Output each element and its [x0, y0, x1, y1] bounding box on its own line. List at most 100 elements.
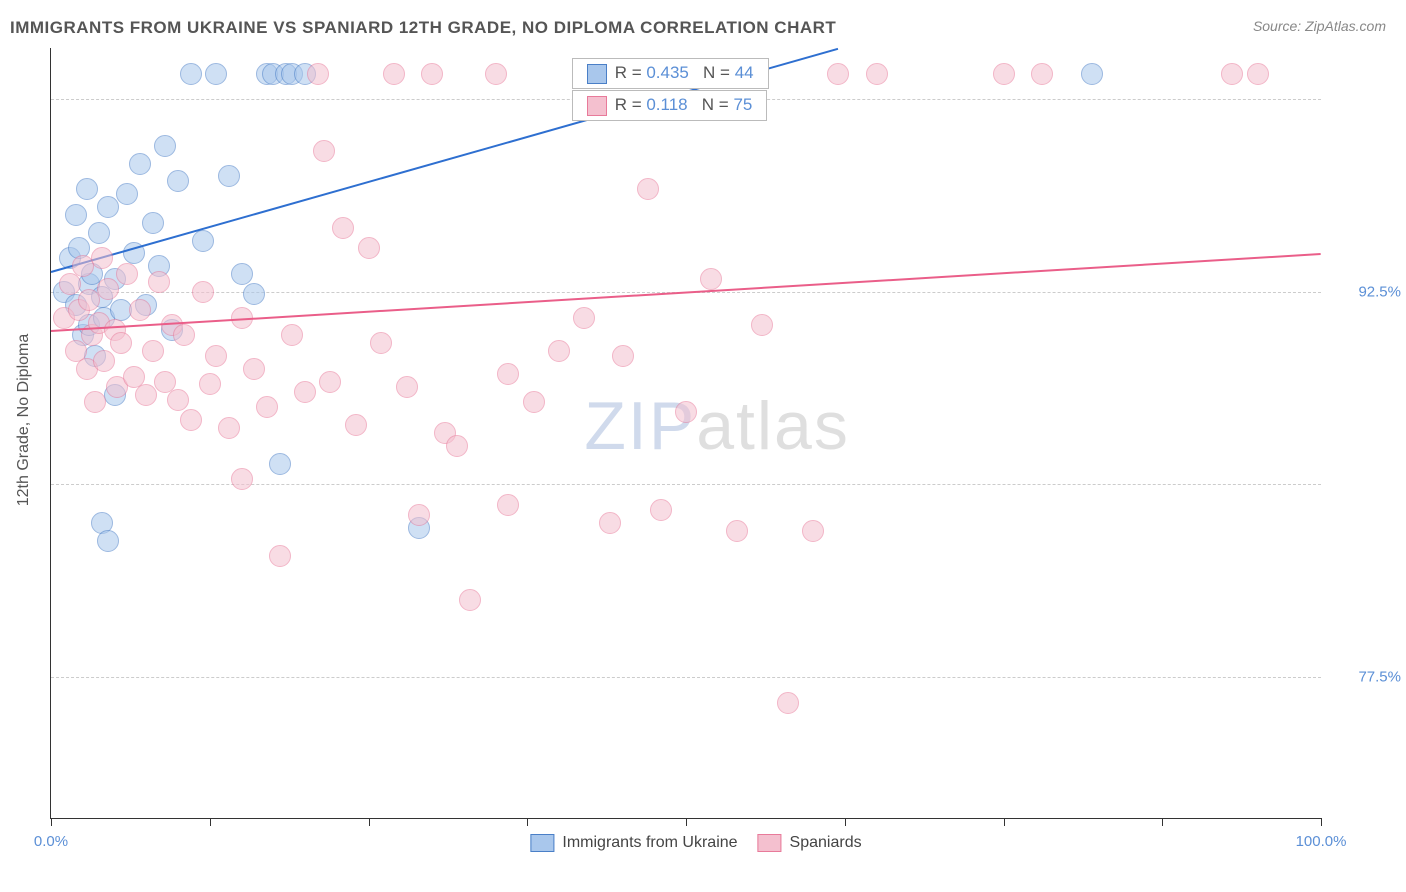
data-point — [97, 530, 119, 552]
data-point — [485, 63, 507, 85]
data-point — [91, 247, 113, 269]
x-tick-label: 100.0% — [1296, 833, 1347, 850]
x-tick-label: 0.0% — [34, 833, 68, 850]
data-point — [523, 391, 545, 413]
data-point — [370, 332, 392, 354]
data-point — [205, 345, 227, 367]
data-point — [142, 340, 164, 362]
gridline — [51, 677, 1321, 678]
data-point — [802, 520, 824, 542]
data-point — [866, 63, 888, 85]
data-point — [231, 263, 253, 285]
data-point — [180, 63, 202, 85]
data-point — [827, 63, 849, 85]
data-point — [65, 204, 87, 226]
data-point — [269, 453, 291, 475]
data-point — [59, 273, 81, 295]
data-point — [573, 307, 595, 329]
data-point — [726, 520, 748, 542]
data-point — [345, 414, 367, 436]
data-point — [269, 545, 291, 567]
data-point — [637, 178, 659, 200]
x-tick — [845, 818, 846, 826]
data-point — [205, 63, 227, 85]
data-point — [332, 217, 354, 239]
data-point — [93, 350, 115, 372]
stats-box: R = 0.435 N = 44 — [572, 58, 769, 89]
y-tick-label: 77.5% — [1331, 668, 1401, 685]
data-point — [294, 381, 316, 403]
x-tick — [369, 818, 370, 826]
data-point — [97, 196, 119, 218]
data-point — [650, 499, 672, 521]
x-tick — [1162, 818, 1163, 826]
data-point — [497, 494, 519, 516]
data-point — [993, 63, 1015, 85]
data-point — [148, 271, 170, 293]
data-point — [231, 468, 253, 490]
data-point — [281, 324, 303, 346]
data-point — [777, 692, 799, 714]
data-point — [256, 396, 278, 418]
x-tick — [210, 818, 211, 826]
stats-box: R = 0.118 N = 75 — [572, 90, 768, 121]
data-point — [307, 63, 329, 85]
data-point — [446, 435, 468, 457]
data-point — [110, 332, 132, 354]
data-point — [135, 384, 157, 406]
data-point — [700, 268, 722, 290]
plot-area: ZIPatlas Immigrants from UkraineSpaniard… — [50, 48, 1321, 819]
data-point — [154, 135, 176, 157]
legend-label: Spaniards — [790, 834, 862, 851]
x-tick — [51, 818, 52, 826]
data-point — [548, 340, 570, 362]
data-point — [116, 183, 138, 205]
data-point — [612, 345, 634, 367]
data-point — [97, 278, 119, 300]
legend-label: Immigrants from Ukraine — [562, 834, 737, 851]
data-point — [129, 299, 151, 321]
data-point — [1221, 63, 1243, 85]
data-point — [675, 401, 697, 423]
data-point — [421, 63, 443, 85]
data-point — [497, 363, 519, 385]
legend-swatch — [530, 834, 554, 852]
y-tick-label: 92.5% — [1331, 283, 1401, 300]
data-point — [76, 178, 98, 200]
data-point — [396, 376, 418, 398]
data-point — [180, 409, 202, 431]
data-point — [167, 170, 189, 192]
data-point — [243, 283, 265, 305]
y-axis-title: 12th Grade, No Diploma — [15, 334, 33, 507]
data-point — [358, 237, 380, 259]
data-point — [88, 222, 110, 244]
data-point — [1081, 63, 1103, 85]
data-point — [599, 512, 621, 534]
chart-title: IMMIGRANTS FROM UKRAINE VS SPANIARD 12TH… — [10, 18, 836, 38]
data-point — [142, 212, 164, 234]
source-label: Source: ZipAtlas.com — [1253, 18, 1386, 34]
x-tick — [527, 818, 528, 826]
data-point — [173, 324, 195, 346]
data-point — [751, 314, 773, 336]
watermark: ZIPatlas — [584, 387, 849, 465]
data-point — [84, 391, 106, 413]
data-point — [383, 63, 405, 85]
data-point — [319, 371, 341, 393]
x-tick — [1321, 818, 1322, 826]
data-point — [313, 140, 335, 162]
data-point — [192, 281, 214, 303]
data-point — [199, 373, 221, 395]
x-tick — [1004, 818, 1005, 826]
data-point — [116, 263, 138, 285]
legend-swatch — [758, 834, 782, 852]
data-point — [218, 417, 240, 439]
data-point — [408, 504, 430, 526]
x-tick — [686, 818, 687, 826]
data-point — [243, 358, 265, 380]
data-point — [167, 389, 189, 411]
data-point — [459, 589, 481, 611]
data-point — [192, 230, 214, 252]
data-point — [129, 153, 151, 175]
legend: Immigrants from Ukraine Spaniards — [510, 834, 861, 852]
